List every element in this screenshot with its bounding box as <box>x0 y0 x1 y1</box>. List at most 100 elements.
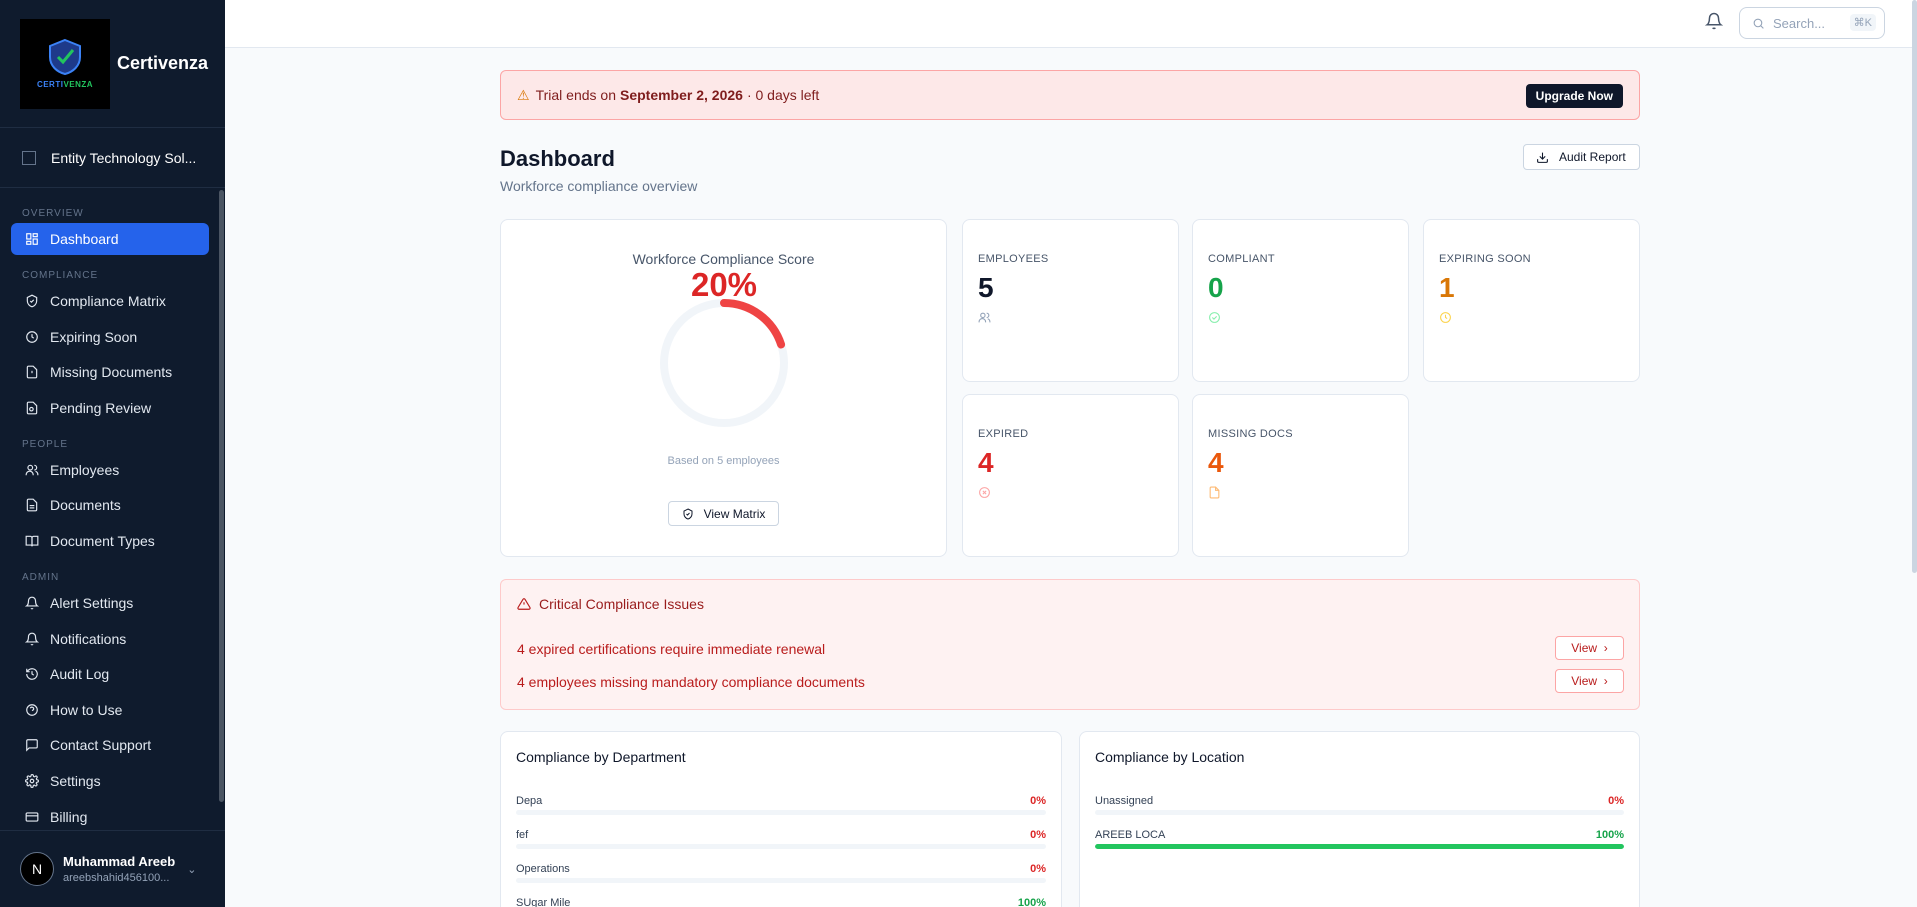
alert-triangle-icon <box>517 598 531 610</box>
message-icon <box>24 738 39 753</box>
department-compliance-panel: Compliance by Department Depa 0% fef 0% … <box>500 731 1062 907</box>
sidebar-item-pending-review[interactable]: Pending Review <box>11 392 209 424</box>
sidebar-item-billing[interactable]: Billing <box>11 801 209 828</box>
org-name: Entity Technology Sol... <box>51 149 197 166</box>
sidebar-item-audit-log[interactable]: Audit Log <box>11 658 209 690</box>
page-subtitle: Workforce compliance overview <box>500 178 698 194</box>
sidebar-item-label: Pending Review <box>50 399 152 416</box>
org-switcher[interactable]: Entity Technology Sol... <box>0 128 225 188</box>
row-name: AREEB LOCA <box>1095 829 1166 841</box>
sidebar-item-missing-documents[interactable]: Missing Documents <box>11 356 209 388</box>
view-matrix-button[interactable]: View Matrix <box>668 501 779 526</box>
shield-icon <box>683 507 693 520</box>
row-percent: 0% <box>1608 795 1624 807</box>
file-alert-icon <box>24 365 39 380</box>
credit-card-icon <box>24 809 39 824</box>
sidebar-item-alert-settings[interactable]: Alert Settings <box>11 587 209 619</box>
compliance-row: Unassigned 0% <box>1095 795 1624 817</box>
sidebar-item-compliance-matrix[interactable]: Compliance Matrix <box>11 285 209 317</box>
nav-section-label: COMPLIANCE <box>22 270 99 281</box>
sidebar-item-document-types[interactable]: Document Types <box>11 525 209 557</box>
progress-fill <box>1095 844 1624 849</box>
warning-icon: ⚠ <box>517 86 530 103</box>
search-input[interactable]: Search... ⌘K <box>1739 7 1885 39</box>
sidebar-item-label: Employees <box>50 461 120 478</box>
sidebar-item-documents[interactable]: Documents <box>11 489 209 521</box>
sidebar-scrollbar[interactable] <box>219 190 224 802</box>
view-missing-button[interactable]: View › <box>1555 669 1624 693</box>
score-value: 20% <box>690 266 758 303</box>
sidebar-item-label: Contact Support <box>50 737 152 754</box>
view-label: View <box>1571 674 1598 688</box>
sidebar-item-label: Notifications <box>50 630 127 647</box>
sidebar-item-label: Expiring Soon <box>50 328 138 345</box>
bell-icon <box>24 631 39 646</box>
stat-label: EXPIRING SOON <box>1439 253 1531 265</box>
help-circle-icon <box>24 702 39 717</box>
view-label: View <box>1571 641 1598 655</box>
audit-report-button[interactable]: Audit Report <box>1523 144 1640 170</box>
sidebar-item-dashboard[interactable]: Dashboard <box>11 223 209 255</box>
stat-value: 4 <box>1208 447 1224 478</box>
critical-issues-panel: Critical Compliance Issues 4 expired cer… <box>500 579 1640 710</box>
file-search-icon <box>24 400 39 415</box>
panel-title: Compliance by Location <box>1095 749 1245 765</box>
upgrade-now-button[interactable]: Upgrade Now <box>1525 84 1623 108</box>
search-shortcut: ⌘K <box>1849 14 1876 31</box>
book-icon <box>24 533 39 548</box>
dashboard-icon <box>24 232 39 247</box>
org-logo <box>22 150 36 165</box>
search-placeholder: Search... <box>1773 15 1826 31</box>
sidebar-item-contact-support[interactable]: Contact Support <box>11 729 209 761</box>
score-arc <box>660 299 788 427</box>
users-icon <box>978 311 992 325</box>
stat-card-expiring-soon: EXPIRING SOON 1 <box>1423 219 1640 382</box>
user-menu[interactable]: N Muhammad Areeb areebshahid456100... ⌄ <box>0 830 225 907</box>
topbar <box>225 0 1917 48</box>
critical-issues-title: Critical Compliance Issues <box>517 596 704 612</box>
critical-title-text: Critical Compliance Issues <box>539 596 704 612</box>
view-expired-button[interactable]: View › <box>1555 636 1624 660</box>
compliance-row: Operations 0% <box>516 863 1046 885</box>
sidebar-item-label: Documents <box>50 497 121 514</box>
sidebar-item-label: Compliance Matrix <box>50 293 166 309</box>
file-text-icon <box>24 498 39 513</box>
sidebar-item-label: Settings <box>50 772 101 789</box>
stat-value: 1 <box>1439 272 1455 303</box>
sidebar-item-notifications[interactable]: Notifications <box>11 623 209 655</box>
chevron-down-icon[interactable]: ⌄ <box>187 863 197 876</box>
user-name: Muhammad Areeb <box>63 854 176 869</box>
sidebar-item-expiring-soon[interactable]: Expiring Soon <box>11 321 209 353</box>
stat-label: MISSING DOCS <box>1208 428 1293 440</box>
sidebar-item-how-to-use[interactable]: How to Use <box>11 694 209 726</box>
user-info: Muhammad Areeb areebshahid456100... <box>63 854 175 884</box>
search-icon <box>1753 18 1764 29</box>
page-title: Dashboard <box>500 146 615 171</box>
stat-label: COMPLIANT <box>1208 253 1275 265</box>
notifications-bell-icon[interactable] <box>1704 12 1725 32</box>
shield-logo-icon <box>49 38 81 76</box>
history-icon <box>24 667 39 682</box>
stat-card-missing-docs: MISSING DOCS 4 <box>1192 394 1409 557</box>
panel-title: Compliance by Department <box>516 749 686 765</box>
trial-date: September 2, 2026 <box>619 87 743 103</box>
app-logo[interactable]: CERTIVENZA <box>20 18 110 109</box>
sidebar-item-settings[interactable]: Settings <box>11 765 209 797</box>
sidebar-item-label: Dashboard <box>50 231 119 247</box>
stat-card-employees: EMPLOYEES 5 <box>962 219 1179 382</box>
stat-card-compliant: COMPLIANT 0 <box>1192 219 1409 382</box>
critical-issue-text: 4 employees missing mandatory compliance… <box>517 674 865 690</box>
critical-issue-text: 4 expired certifications require immedia… <box>517 641 826 657</box>
score-title: Workforce Compliance Score <box>632 251 815 267</box>
row-name: fef <box>516 829 529 841</box>
sidebar-item-label: Audit Log <box>50 666 110 683</box>
compliance-row: SUgar Mile 100% <box>516 897 1046 907</box>
sidebar-item-label: Billing <box>50 808 88 825</box>
sidebar-item-label: Document Types <box>50 532 155 549</box>
sidebar-item-label: Missing Documents <box>50 364 173 381</box>
row-percent: 0% <box>1030 829 1046 841</box>
page-scrollbar[interactable] <box>1912 0 1917 573</box>
row-name: Depa <box>516 795 543 807</box>
sidebar-item-employees[interactable]: Employees <box>11 454 209 486</box>
stat-label: EMPLOYEES <box>978 253 1049 265</box>
